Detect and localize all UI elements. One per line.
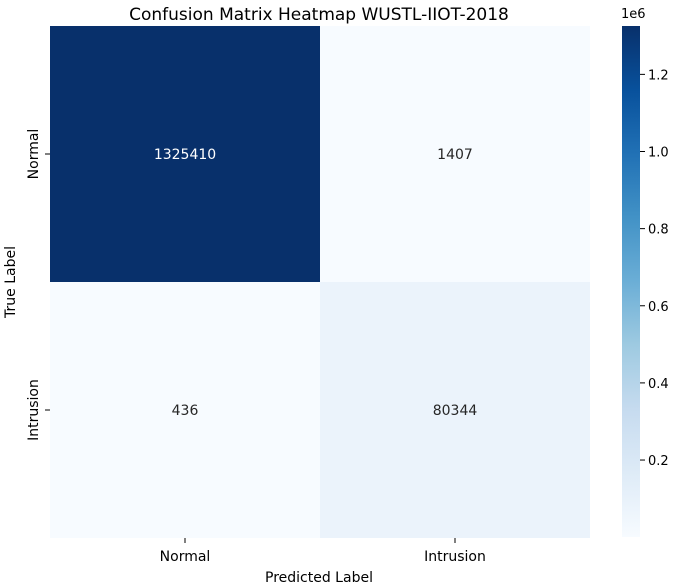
- heatmap-cells: [50, 26, 590, 538]
- x-tick-label: Normal: [160, 549, 211, 565]
- colorbar-tick-label: 1.2: [648, 68, 669, 83]
- y-axis-label: True Label: [3, 246, 19, 319]
- cell-value-label: 436: [172, 403, 199, 419]
- cell-value-label: 1407: [437, 147, 473, 163]
- colorbar-ticks: 0.2 0.4 0.6 0.8 1.0 1.2: [640, 68, 669, 469]
- y-tick-label: Normal: [26, 129, 42, 180]
- heatmap-cell: [50, 26, 320, 282]
- colorbar-tick-label: 0.2: [648, 454, 669, 469]
- y-tick-label: Intrusion: [26, 379, 42, 441]
- heatmap-cell: [50, 282, 320, 538]
- y-axis: Normal Intrusion: [26, 129, 50, 441]
- heatmap-cell-labels: 1325410 1407 436 80344: [154, 147, 478, 419]
- heatmap-cell: [320, 282, 590, 538]
- x-axis: Normal Intrusion: [160, 538, 486, 565]
- colorbar-tick-label: 0.8: [648, 223, 669, 238]
- x-axis-label: Predicted Label: [265, 570, 373, 586]
- cell-value-label: 80344: [433, 403, 478, 419]
- x-tick-label: Intrusion: [424, 549, 486, 565]
- colorbar-tick-label: 1.0: [648, 146, 669, 161]
- cell-value-label: 1325410: [154, 147, 216, 163]
- colorbar: [622, 26, 640, 537]
- colorbar-tick-label: 0.6: [648, 300, 669, 315]
- colorbar-tick-label: 0.4: [648, 377, 669, 392]
- colorbar-multiplier: 1e6: [621, 7, 646, 22]
- heatmap-cell: [320, 26, 590, 282]
- chart-title: Confusion Matrix Heatmap WUSTL-IIOT-2018: [129, 5, 509, 25]
